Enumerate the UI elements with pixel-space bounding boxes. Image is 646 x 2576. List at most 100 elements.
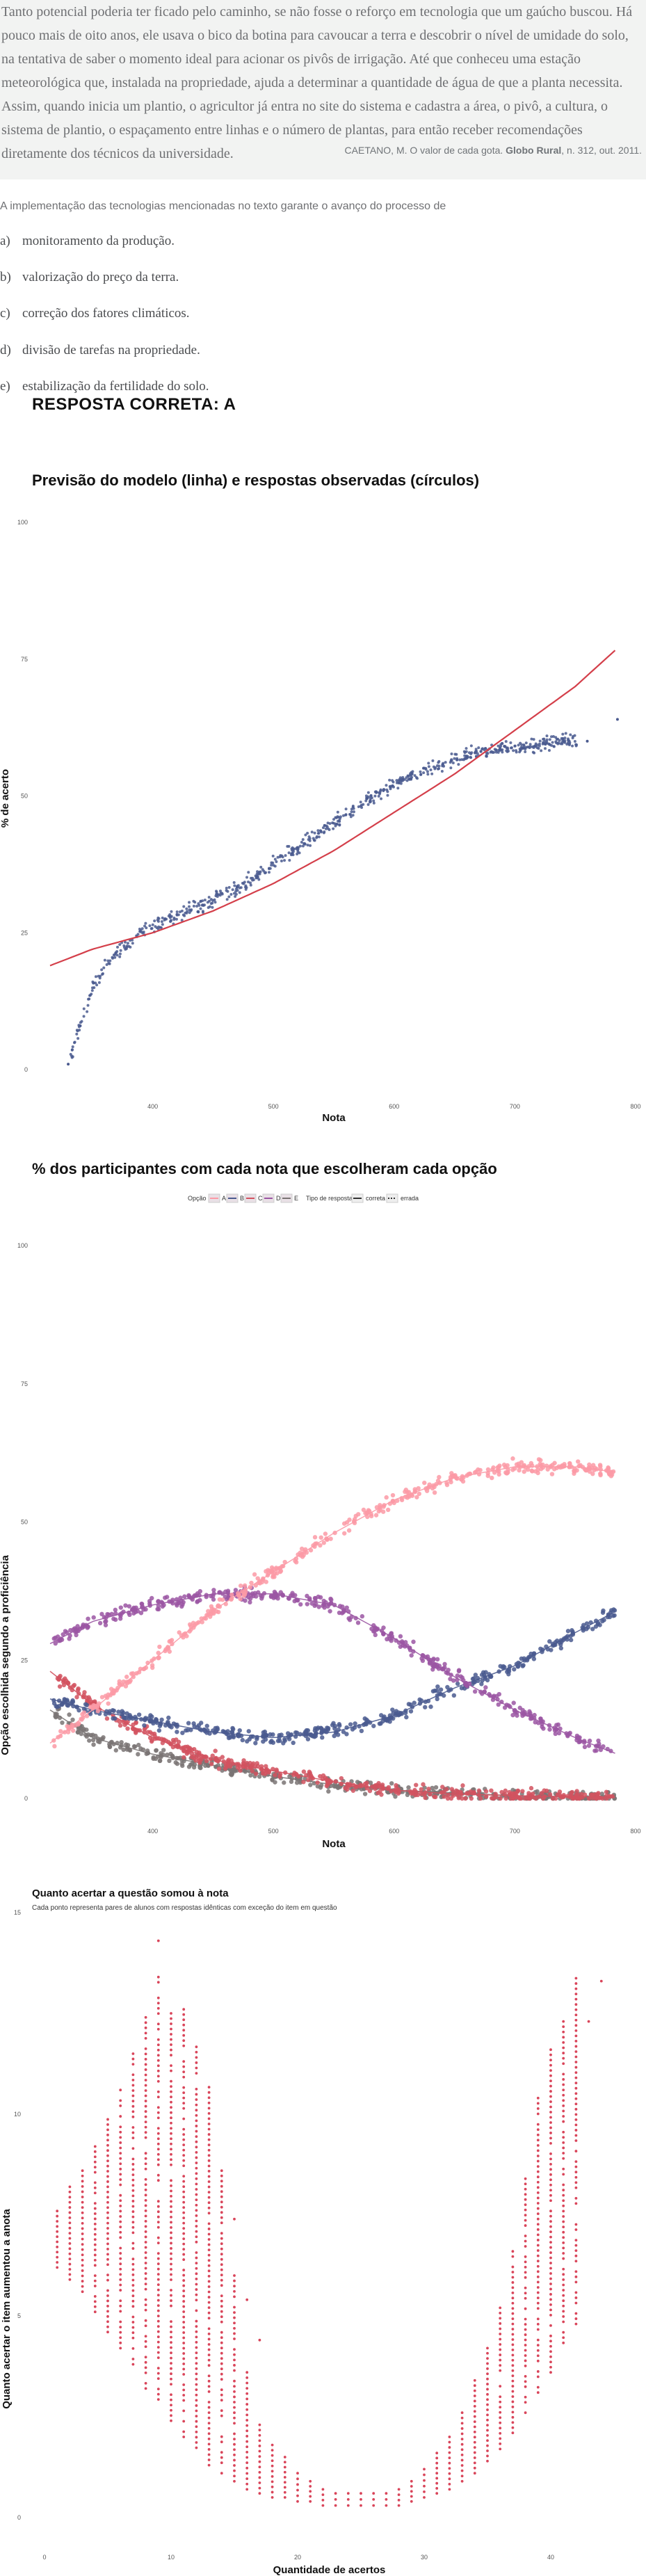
option-D-point (53, 1641, 58, 1646)
observed-point (328, 828, 331, 831)
option-C-point (514, 1795, 519, 1800)
gain-point (334, 2492, 337, 2495)
gain-point (131, 2178, 135, 2182)
gain-point (170, 2226, 172, 2229)
gain-point (144, 2177, 147, 2181)
gain-point (195, 2130, 198, 2133)
gain-point (156, 2304, 160, 2308)
gain-point (574, 2150, 578, 2152)
x-tick-label: 800 (630, 1103, 640, 1110)
gain-point (524, 2219, 527, 2222)
gain-point (549, 2136, 552, 2140)
question-text: A implementação das tecnologias menciona… (0, 200, 446, 212)
gain-point (511, 2426, 515, 2429)
gain-point (182, 2258, 186, 2261)
y-axis-label: Opção escolhida segundo a proficiência (0, 1555, 11, 1755)
observed-point (270, 864, 273, 867)
gain-point (56, 2255, 59, 2259)
gain-point (524, 2255, 527, 2258)
gain-point (170, 2278, 172, 2281)
gain-point (511, 2421, 515, 2424)
gain-point (156, 2299, 160, 2302)
gain-point (423, 2490, 426, 2493)
gain-point (524, 2177, 527, 2180)
option-D-point (586, 1743, 592, 1748)
gain-point (156, 2022, 160, 2026)
legend-option-label: A (222, 1195, 226, 1202)
gain-point (156, 2215, 160, 2219)
gain-point (106, 2242, 109, 2246)
option-D-point (293, 1593, 298, 1598)
option-B-point (547, 1639, 552, 1644)
option-B-point (611, 1607, 616, 1612)
observed-point (291, 848, 294, 852)
observed-point (548, 743, 551, 746)
option-A-point (124, 1674, 129, 1680)
observed-point (344, 807, 348, 811)
gain-point (321, 2493, 325, 2497)
option-B-point (600, 1618, 605, 1624)
option-C-point (58, 1673, 63, 1679)
gain-point (511, 2415, 515, 2419)
gain-point (460, 2416, 464, 2420)
gain-point (524, 2193, 527, 2196)
gain-point (574, 2317, 578, 2320)
observed-point (548, 738, 551, 741)
y-axis-label: % de acerto (0, 769, 11, 828)
option-B-point (445, 1684, 450, 1690)
observed-point (300, 841, 303, 844)
observed-point (153, 919, 156, 923)
x-tick-label: 600 (389, 1103, 399, 1110)
gain-point (144, 2220, 147, 2223)
option-A-point (549, 1472, 555, 1476)
gain-point (106, 2294, 109, 2297)
gain-point (81, 2190, 84, 2193)
observed-point (504, 740, 508, 743)
observed-point (422, 771, 426, 775)
gain-point (182, 2373, 186, 2376)
gain-point (410, 2499, 413, 2503)
gain-point (56, 2209, 59, 2213)
gain-point (511, 2265, 515, 2269)
gain-point (195, 2188, 198, 2191)
option-E-point (113, 1748, 119, 1753)
gain-point (562, 2320, 565, 2324)
gain-point (156, 2273, 160, 2276)
gain-point (56, 2225, 59, 2228)
gain-point (106, 2237, 109, 2240)
observed-point (531, 750, 535, 754)
gain-point (156, 2330, 160, 2333)
gain-point (309, 2490, 312, 2493)
gain-point (562, 2204, 565, 2207)
observed-point (226, 889, 229, 893)
legend-option-label: C (258, 1195, 263, 1202)
alt-text: correção dos fatores climáticos. (22, 306, 190, 321)
gain-point (499, 2431, 502, 2435)
option-B-point (590, 1627, 595, 1632)
gain-point (549, 2360, 552, 2364)
gain-point (346, 2504, 350, 2507)
gain-point (524, 2317, 527, 2321)
option-A-point (216, 1609, 221, 1615)
observed-point (469, 744, 473, 748)
gain-point (574, 2129, 578, 2132)
observed-point (113, 956, 117, 959)
gain-point (536, 2254, 540, 2257)
gain-point (207, 2426, 211, 2430)
observed-point (567, 743, 571, 747)
option-A-point (514, 1462, 519, 1467)
gain-point (245, 2488, 249, 2491)
observed-point (561, 732, 565, 736)
observed-point (201, 910, 204, 913)
option-C-point (339, 1776, 344, 1781)
observed-point (211, 905, 214, 909)
gain-point (511, 2431, 515, 2435)
gain-point (524, 2235, 527, 2237)
option-C-point (367, 1788, 373, 1794)
gain-point (245, 2429, 249, 2433)
gain-point (119, 2252, 122, 2255)
gain-point (93, 2191, 97, 2195)
option-B-point (473, 1673, 478, 1677)
gain-point (574, 2322, 578, 2326)
gain-point (131, 2073, 135, 2077)
